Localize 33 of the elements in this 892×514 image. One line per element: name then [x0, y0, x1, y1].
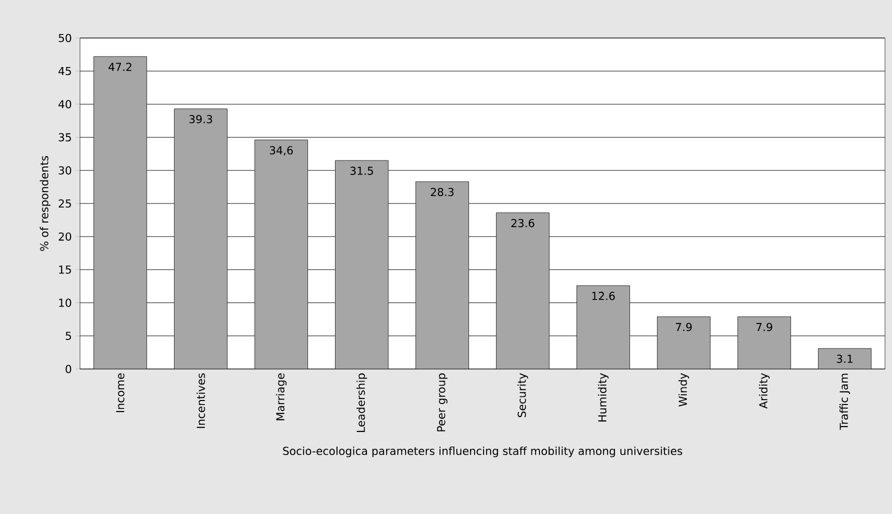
data-label: 7.9 — [756, 322, 772, 332]
y-tick-label: 25 — [58, 199, 71, 208]
x-tick-label: Aridity — [758, 373, 770, 409]
y-tick-label: 30 — [58, 166, 72, 175]
data-label: 23.6 — [511, 218, 534, 228]
y-tick-label: 50 — [58, 34, 72, 42]
x-axis-title: Socio-ecologica parameters influencing staff mobility among universities — [283, 446, 682, 458]
y-tick-label: 5 — [66, 332, 71, 340]
y-tick-label: 20 — [58, 232, 72, 241]
data-label: 7.9 — [676, 322, 692, 332]
x-tick-label: Leadership — [356, 373, 368, 432]
y-tick-label: 40 — [58, 100, 72, 108]
x-tick-label: Security — [517, 373, 528, 418]
y-tick-label: 0 — [66, 364, 72, 374]
x-tick-label: Humidity — [598, 373, 609, 422]
x-tick-label: Income — [116, 373, 124, 412]
data-label: 12.6 — [592, 292, 615, 300]
y-tick-label: 35 — [58, 133, 71, 142]
x-tick-label: Marriage — [276, 373, 287, 420]
data-label: 31.5 — [350, 166, 373, 175]
data-label: 34,6 — [270, 146, 293, 156]
y-tick-label: 10 — [59, 298, 72, 307]
data-label: 47.2 — [108, 62, 132, 71]
y-tick-label: 45 — [58, 67, 71, 76]
y-tick-label: 15 — [59, 266, 71, 274]
data-label: 28.3 — [430, 188, 454, 196]
y-axis-title: % of respondents — [40, 156, 50, 251]
x-tick-label: Incentives — [196, 373, 205, 428]
x-tick-label: Traffic Jam — [839, 374, 850, 430]
data-label: 3.1 — [836, 354, 852, 363]
data-label: 39.3 — [189, 115, 212, 124]
x-tick-label: Peer group — [437, 373, 448, 432]
x-tick-label: Windy — [678, 373, 690, 407]
